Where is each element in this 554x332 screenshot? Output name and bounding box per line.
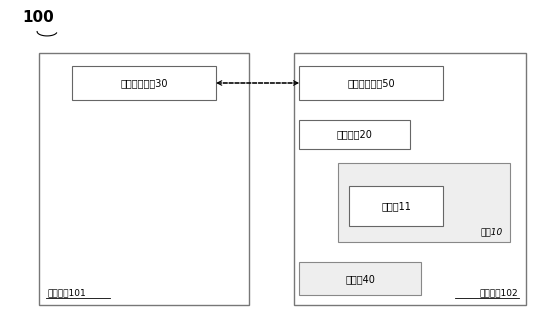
Bar xyxy=(39,53,249,305)
Text: 远程访问模块50: 远程访问模块50 xyxy=(347,78,395,88)
Bar xyxy=(349,186,443,226)
Bar xyxy=(299,262,421,295)
Bar xyxy=(299,66,443,100)
Text: 数据库40: 数据库40 xyxy=(345,274,375,284)
Text: 服务器端102: 服务器端102 xyxy=(479,288,518,297)
Bar xyxy=(299,120,410,149)
Text: 100: 100 xyxy=(22,10,54,25)
Text: 阻塞队列20: 阻塞队列20 xyxy=(337,129,372,139)
Text: 远程访问模块30: 远程访问模块30 xyxy=(120,78,168,88)
Text: 黑名单11: 黑名单11 xyxy=(381,201,411,211)
Text: 移动终端101: 移动终端101 xyxy=(47,288,86,297)
Bar xyxy=(72,66,216,100)
Bar xyxy=(294,53,526,305)
Text: 缓存10: 缓存10 xyxy=(481,227,503,236)
Bar xyxy=(338,163,510,242)
